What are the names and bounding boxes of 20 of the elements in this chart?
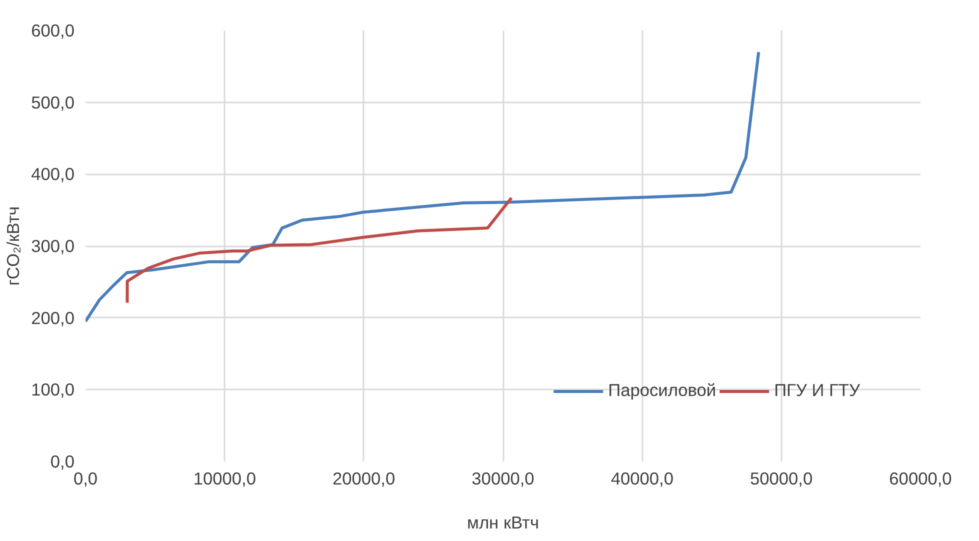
y-tick-label: 500,0 xyxy=(31,92,75,112)
x-axis-title: млн кВтч xyxy=(467,512,539,532)
y-axis-title: гCO₂/кВтч xyxy=(3,206,24,286)
x-tick-label: 10000,0 xyxy=(193,468,256,488)
x-tick-label: 20000,0 xyxy=(332,468,396,488)
y-tick-label: 0,0 xyxy=(50,452,75,472)
x-tick-label: 40000,0 xyxy=(610,468,674,488)
legend-label: Паросиловой xyxy=(608,380,716,401)
x-tick-label: 0,0 xyxy=(73,468,98,488)
y-tick-label: 200,0 xyxy=(31,308,75,328)
x-tick-label: 30000,0 xyxy=(472,468,534,488)
y-tick-label: 600,0 xyxy=(31,20,75,40)
x-tick-label: 60000,0 xyxy=(889,468,952,488)
y-tick-label: 300,0 xyxy=(31,236,75,256)
line-series xyxy=(126,196,513,304)
y-tick-label: 100,0 xyxy=(31,380,75,400)
legend-label: ПГУ И ГТУ xyxy=(774,380,860,401)
y-tick-label: 400,0 xyxy=(31,164,75,184)
x-tick-label: 50000,0 xyxy=(750,468,813,488)
line-series xyxy=(86,50,760,323)
